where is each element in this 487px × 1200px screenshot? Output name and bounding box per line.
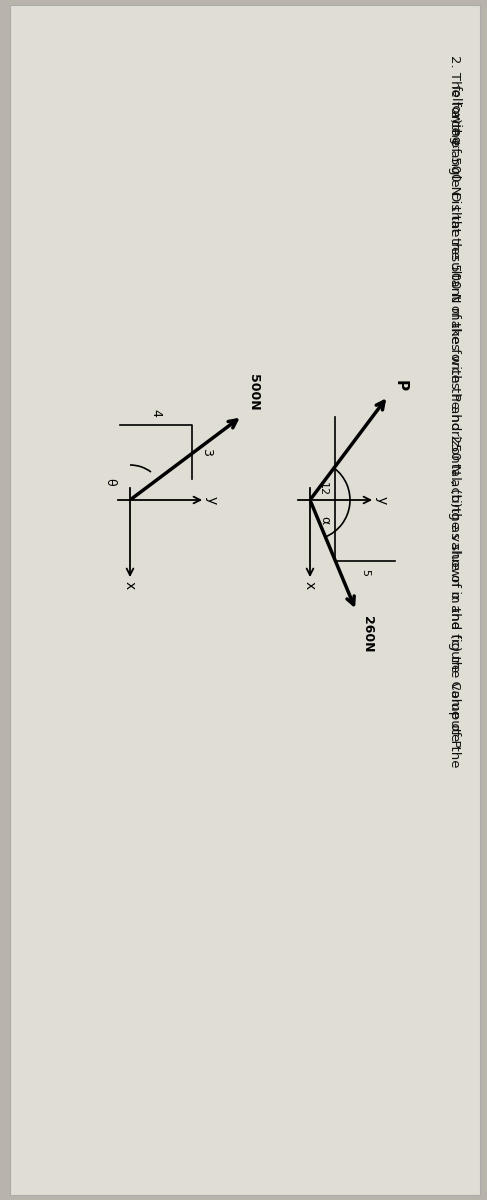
Text: 4: 4 bbox=[149, 409, 162, 416]
Text: x: x bbox=[123, 581, 137, 589]
Text: following:: following: bbox=[449, 85, 462, 150]
Text: 3: 3 bbox=[200, 448, 213, 456]
Text: 5: 5 bbox=[360, 569, 371, 576]
Text: θ: θ bbox=[104, 478, 116, 486]
Text: x: x bbox=[303, 581, 317, 589]
Text: 12: 12 bbox=[318, 482, 327, 496]
Text: y: y bbox=[205, 496, 219, 504]
Text: y: y bbox=[375, 496, 389, 504]
Text: α: α bbox=[318, 516, 332, 524]
Text: 2. The force of 500 N is the resultant of the forces P and 250 N acting as shown: 2. The force of 500 N is the resultant o… bbox=[449, 55, 462, 768]
Text: P: P bbox=[393, 380, 408, 391]
Polygon shape bbox=[10, 5, 480, 1195]
Text: a)the angle Θ that the 500 N makes with the horizontal, (b)the value of α and (c: a)the angle Θ that the 500 N makes with … bbox=[449, 110, 462, 750]
Text: 500N: 500N bbox=[247, 374, 260, 410]
Text: 260N: 260N bbox=[361, 616, 374, 653]
